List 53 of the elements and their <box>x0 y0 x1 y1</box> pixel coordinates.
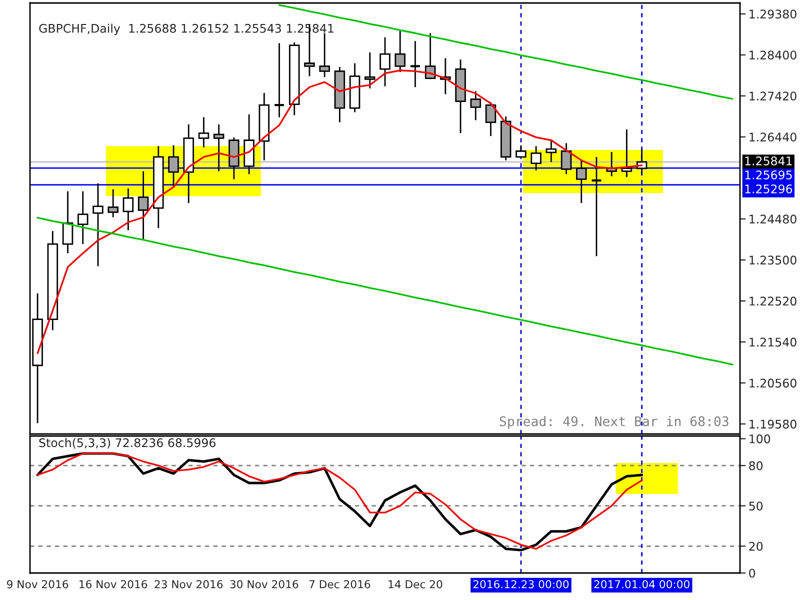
x-tick-label: 2017.01.04 00:00 <box>594 580 690 588</box>
y-tick-label: 100 <box>750 434 770 444</box>
y-tick-label: 50 <box>749 502 763 510</box>
line-series <box>36 216 734 366</box>
x-tick-label: 7 Dec 2016 <box>309 580 370 588</box>
candlestick <box>364 52 376 90</box>
y-tick-label: 1.20560 <box>750 378 796 388</box>
y-tick-label: 1.19580 <box>750 420 796 429</box>
candlestick <box>590 156 602 257</box>
ref-line-label: 1.25841 <box>745 156 792 166</box>
candlestick <box>138 170 149 240</box>
candlestick <box>198 116 210 148</box>
candlestick <box>274 42 285 118</box>
candlestick <box>92 182 104 267</box>
y-tick-label: 1.21540 <box>750 338 796 347</box>
candlestick <box>546 140 557 163</box>
y-tick-label: 20 <box>749 542 763 551</box>
ref-line-label: 1.25296 <box>745 184 792 194</box>
candlestick <box>576 160 587 204</box>
candlestick <box>560 142 572 175</box>
y-tick-label: 1.28400 <box>750 50 796 60</box>
y-tick-label: 0 <box>749 568 756 578</box>
y-tick-label: 1.22520 <box>750 296 796 306</box>
annotation: Spread: 49. Next Bar in 68:03 <box>500 416 728 429</box>
chart-title: Stoch(5,3,3) 72.8236 68.5996 <box>39 438 216 449</box>
candlestick <box>621 128 632 178</box>
candlestick <box>485 101 496 137</box>
y-tick-label: 1.26440 <box>750 132 796 142</box>
candlestick <box>62 190 74 254</box>
x-tick-label: 16 Nov 2016 <box>80 580 148 588</box>
x-tick-label: 9 Nov 2016 <box>6 580 68 588</box>
candlestick <box>213 124 224 172</box>
x-tick-label: 2016.12.23 00:00 <box>473 580 569 588</box>
candlestick <box>409 40 421 88</box>
candlestick <box>470 90 482 121</box>
x-tick-label: 30 Nov 2016 <box>230 580 298 588</box>
candlestick <box>394 30 406 73</box>
x-tick-label: 23 Nov 2016 <box>154 580 223 588</box>
y-tick-label: 1.23500 <box>750 256 796 265</box>
y-tick-label: 1.27420 <box>750 92 796 101</box>
candlestick <box>122 188 134 231</box>
candlestick <box>530 145 542 172</box>
candlestick <box>77 190 88 245</box>
candlestick <box>108 188 118 218</box>
candlestick <box>319 32 330 78</box>
y-tick-label: 1.29380 <box>750 10 796 19</box>
candlestick <box>168 144 179 188</box>
x-tick-label: 14 Dec 20 <box>388 580 442 588</box>
ref-line-label: 1.25695 <box>745 170 792 180</box>
candlestick <box>380 36 390 87</box>
candlestick <box>516 144 526 158</box>
y-tick-label: 80 <box>749 461 763 470</box>
y-tick-label: 1.24480 <box>750 214 796 224</box>
